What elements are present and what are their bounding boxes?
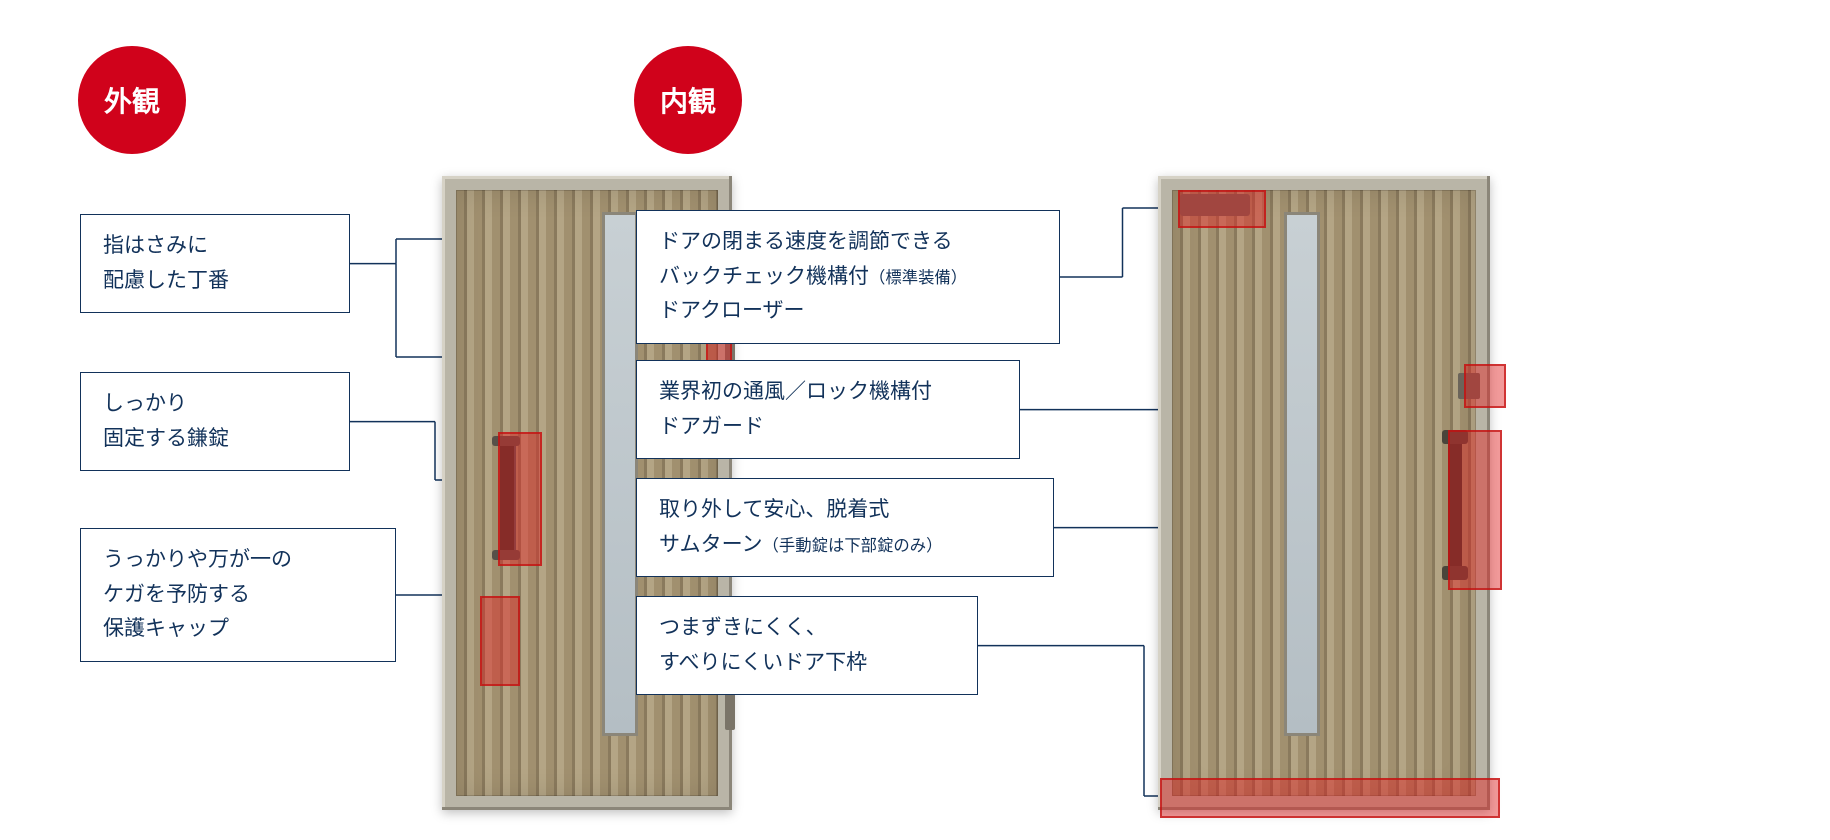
int-closer: ドアの閉まる速度を調節できるバックチェック機構付（標準装備）ドアクローザー	[636, 210, 1060, 344]
callout-text: すべりにくいドア下枠	[659, 646, 955, 681]
callout-text: つまずきにくく、	[659, 611, 955, 646]
callout-text: ドアクローザー	[659, 294, 1037, 329]
int-thumb: 取り外して安心、脱着式サムターン（手動錠は下部錠のみ）	[636, 478, 1054, 577]
int-sill: つまずきにくく、すべりにくいドア下枠	[636, 596, 978, 695]
callout-text: うっかりや万が一の	[103, 543, 373, 578]
callout-text: 取り外して安心、脱着式	[659, 493, 1031, 528]
callout-text: サムターン（手動錠は下部錠のみ）	[659, 528, 1031, 563]
callout-text: 保護キャップ	[103, 612, 373, 647]
diagram-stage: 外観指はさみに配慮した丁番しっかり固定する鎌錠うっかりや万が一のケガを予防する保…	[0, 0, 1830, 840]
hl-guard	[1464, 364, 1506, 408]
callout-text: バックチェック機構付（標準装備）	[659, 260, 1037, 295]
callout-text: ケガを予防する	[103, 578, 373, 613]
door-interior	[1158, 176, 1490, 810]
callout-text: ドアガード	[659, 410, 997, 445]
door-glass	[1284, 212, 1320, 736]
hl-thumb	[1448, 430, 1502, 590]
ext-cap: うっかりや万が一のケガを予防する保護キャップ	[80, 528, 396, 662]
ext-hinge: 指はさみに配慮した丁番	[80, 214, 350, 313]
callout-text: しっかり	[103, 387, 327, 422]
callout-text: ドアの閉まる速度を調節できる	[659, 225, 1037, 260]
view-badge: 外観	[78, 46, 186, 154]
hl-sill	[1160, 778, 1500, 818]
ext-lock: しっかり固定する鎌錠	[80, 372, 350, 471]
hl-closer	[1178, 190, 1266, 228]
hl-handle	[498, 432, 542, 566]
callout-text: 指はさみに	[103, 229, 327, 264]
hinge	[725, 690, 735, 730]
hl-cap	[480, 596, 520, 686]
callout-text: 配慮した丁番	[103, 264, 327, 299]
door-panel	[1172, 190, 1476, 796]
callout-text: 固定する鎌錠	[103, 422, 327, 457]
door-glass	[602, 212, 638, 736]
callout-text: 業界初の通風／ロック機構付	[659, 375, 997, 410]
int-guard: 業界初の通風／ロック機構付ドアガード	[636, 360, 1020, 459]
view-badge: 内観	[634, 46, 742, 154]
